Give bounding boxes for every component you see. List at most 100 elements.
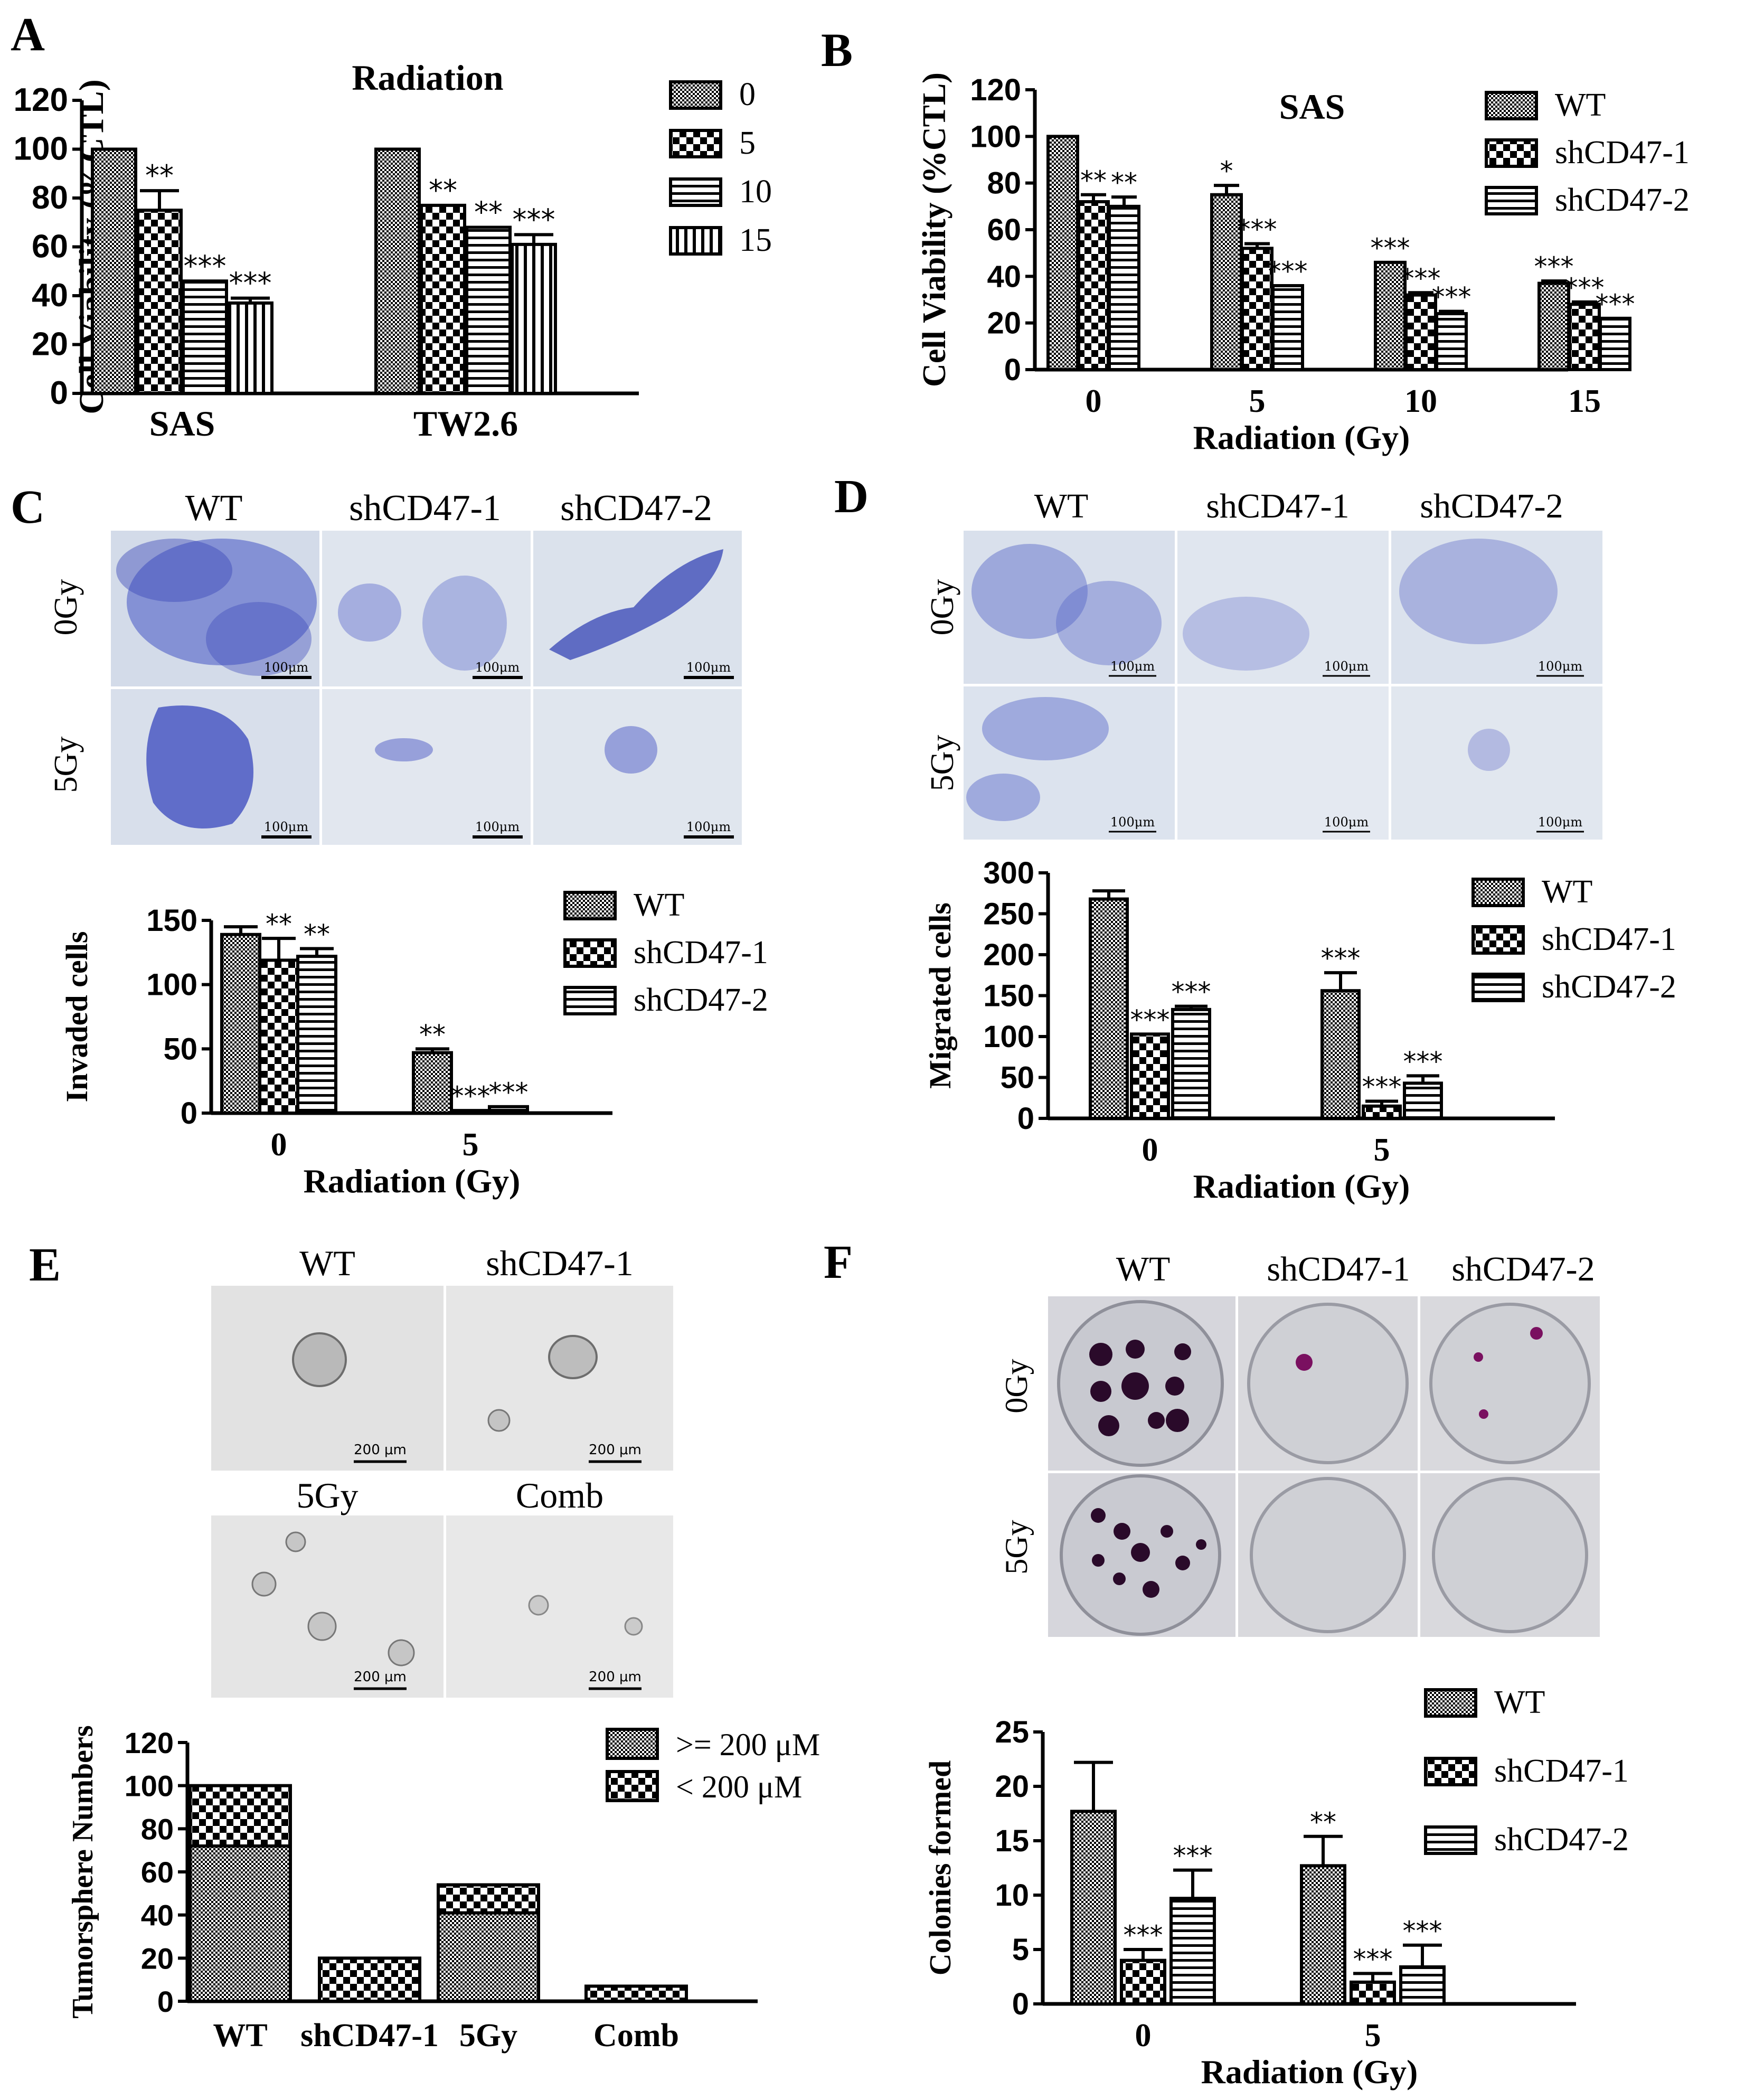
significance-marker: *** xyxy=(1173,1841,1213,1871)
bar xyxy=(1320,989,1361,1120)
y-tick-label: 0 xyxy=(50,375,68,411)
x-category-label: Comb xyxy=(593,2018,679,2054)
stained-cell-cluster xyxy=(605,726,657,774)
legend-swatch xyxy=(563,986,617,1015)
bar xyxy=(1537,281,1570,371)
y-tick-label: 100 xyxy=(146,968,197,1002)
significance-marker: *** xyxy=(1371,233,1410,263)
legend-swatch xyxy=(1424,1825,1477,1855)
x-category-label: 0 xyxy=(1142,1132,1158,1168)
significance-marker: ** xyxy=(1111,167,1137,198)
bar xyxy=(488,1105,529,1115)
significance-marker: *** xyxy=(1596,289,1635,319)
panel-c-row-label: 0Gy xyxy=(48,579,84,636)
x-axis-label: Radiation (Gy) xyxy=(304,1162,521,1200)
y-tick-label: 150 xyxy=(146,903,197,938)
y-tick-label: 100 xyxy=(125,1769,174,1803)
legend-label: shCD47-2 xyxy=(1542,969,1676,1005)
legend-label: shCD47-1 xyxy=(1542,921,1676,957)
x-axis-label: Radiation (Gy) xyxy=(1193,1167,1410,1205)
stained-cell-cluster xyxy=(1183,597,1309,671)
bar xyxy=(1399,1965,1446,2005)
legend-label: 15 xyxy=(739,222,772,258)
colony xyxy=(1474,1352,1483,1362)
panel-d-col-title: shCD47-1 xyxy=(1206,487,1349,525)
scale-bar-label: 100μm xyxy=(1110,815,1155,830)
culture-well xyxy=(1247,1303,1409,1464)
bar xyxy=(1350,1980,1396,2006)
stained-cell-cluster xyxy=(1399,539,1558,644)
y-tick-label: 15 xyxy=(995,1824,1029,1858)
micrograph-tile xyxy=(1391,686,1602,840)
significance-marker: *** xyxy=(1403,1046,1443,1077)
panel-f-plates: WT shCD47-1 shCD47-2 0Gy 5Gy xyxy=(999,1250,1600,1637)
y-tick-label: 80 xyxy=(987,166,1021,201)
panel-c-col-title: shCD47-1 xyxy=(349,488,501,529)
scale-bar-label: 200 μm xyxy=(354,1442,407,1458)
significance-marker: *** xyxy=(229,267,272,300)
y-tick-label: 0 xyxy=(1017,1101,1034,1136)
significance-marker: *** xyxy=(1268,256,1308,287)
bar xyxy=(1077,200,1110,371)
scale-bar-label: 100μm xyxy=(475,820,520,834)
x-category-label: 15 xyxy=(1568,383,1601,419)
scale-bar-label: 100μm xyxy=(686,820,731,834)
y-tick-label: 25 xyxy=(995,1715,1029,1749)
significance-marker: * xyxy=(1220,156,1233,186)
significance-marker: *** xyxy=(1362,1071,1402,1102)
legend-label: 5 xyxy=(739,125,756,161)
bar xyxy=(1599,316,1631,371)
legend-swatch xyxy=(1485,186,1538,215)
scale-bar: 100μm 100μm 100μm 100μm 100μm 100μm xyxy=(261,660,734,839)
micrograph-tile xyxy=(964,686,1175,840)
significance-marker: *** xyxy=(1130,1004,1170,1035)
significance-marker: *** xyxy=(1432,282,1471,313)
significance-marker: ** xyxy=(145,159,174,192)
panel-c-row-label: 5Gy xyxy=(48,737,84,793)
legend-swatch xyxy=(1424,1688,1477,1718)
panel-c-col-title: shCD47-2 xyxy=(560,488,712,529)
significance-marker: ** xyxy=(474,196,503,229)
colony xyxy=(1479,1409,1488,1419)
scale-bar-label: 100μm xyxy=(264,660,308,675)
y-tick-label: 100 xyxy=(970,119,1021,154)
legend-swatch xyxy=(1471,973,1525,1002)
legend-label: shCD47-2 xyxy=(634,982,768,1018)
significance-marker: *** xyxy=(1534,251,1574,282)
bar xyxy=(1169,1897,1216,2005)
bar xyxy=(412,1051,453,1115)
bar xyxy=(136,209,183,395)
panel-d-col-title: WT xyxy=(1034,487,1089,525)
stained-cell-cluster xyxy=(206,602,312,676)
scale-bar-label: 100μm xyxy=(686,660,731,675)
legend-label: shCD47-1 xyxy=(1494,1753,1629,1789)
tumorsphere xyxy=(487,1409,511,1432)
significance-marker: *** xyxy=(1124,1920,1163,1951)
significance-marker: *** xyxy=(513,203,555,236)
x-category-label: 0 xyxy=(1086,383,1102,419)
micrograph-tile xyxy=(446,1286,673,1471)
bar xyxy=(296,955,337,1115)
significance-marker: ** xyxy=(304,919,330,950)
significance-marker: *** xyxy=(1172,977,1211,1007)
y-axis-label: Cell Viability (%CTL) xyxy=(917,72,952,387)
tumorsphere xyxy=(388,1639,415,1666)
legend-label: shCD47-2 xyxy=(1555,182,1690,218)
colony xyxy=(1296,1354,1313,1371)
y-tick-label: 0 xyxy=(157,1985,174,2018)
tumorsphere xyxy=(251,1571,277,1597)
legend-swatch xyxy=(669,177,722,207)
legend-label: >= 200 μM xyxy=(676,1727,820,1762)
colony xyxy=(1530,1327,1543,1340)
significance-marker: *** xyxy=(1403,1916,1442,1946)
significance-marker: ** xyxy=(1080,165,1107,196)
significance-marker: *** xyxy=(1401,263,1441,294)
scale-bar: 200 μm 200 μm 200 μm 200 μm xyxy=(354,1442,642,1690)
x-axis-label: Radiation (Gy) xyxy=(1193,419,1410,456)
y-axis-label: Migrated cells xyxy=(923,902,957,1089)
scale-bar-label: 100μm xyxy=(1324,659,1369,674)
y-tick-label: 80 xyxy=(32,180,68,216)
